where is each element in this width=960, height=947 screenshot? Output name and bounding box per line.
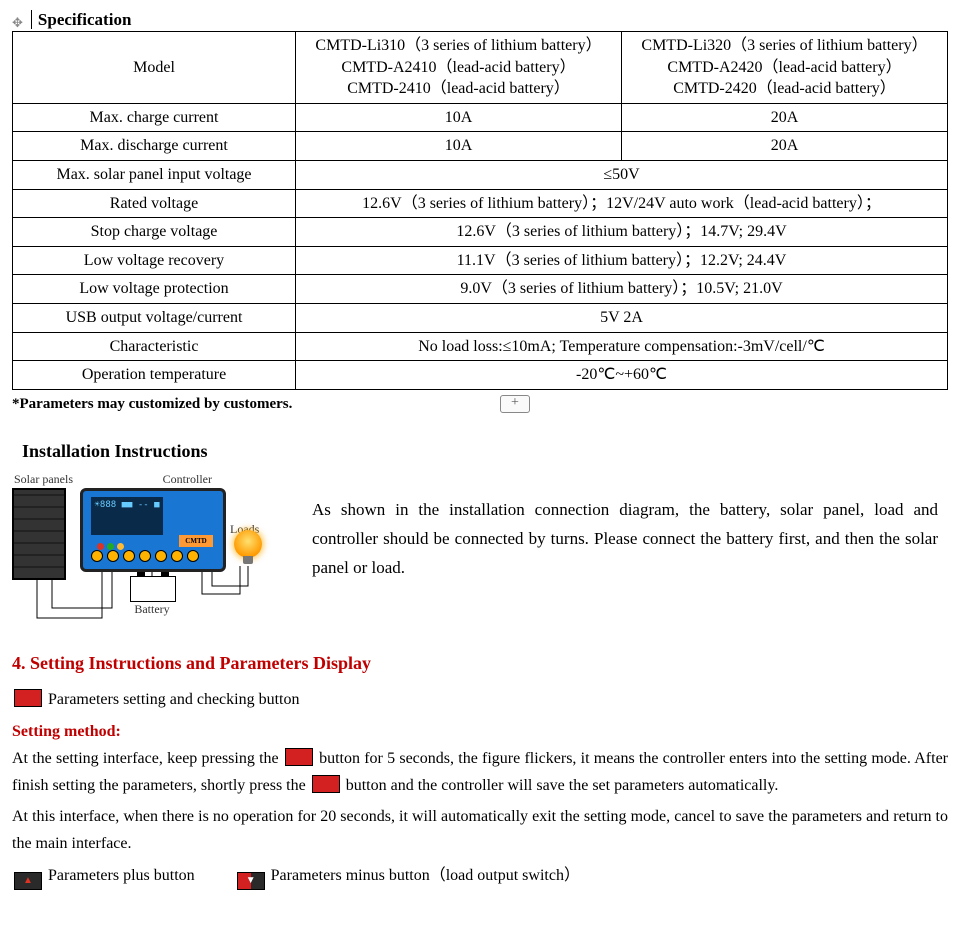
setting-para2: At this interface, when there is no oper… [12,803,948,857]
table-row: Low voltage recovery11.1V（3 series of li… [13,246,948,275]
plus-icon: + [500,395,530,413]
label-solar: Solar panels [14,472,73,487]
setting-line1-text: Parameters setting and checking button [48,691,299,708]
spec-row-value: 11.1V（3 series of lithium battery）；12.2V… [296,246,948,275]
spec-row-label: Stop charge voltage [13,218,296,247]
setting-para1: At the setting interface, keep pressing … [12,745,948,799]
table-row: USB output voltage/current5V 2A [13,303,948,332]
spec-row-label: Max. discharge current [13,132,296,161]
spec-row-value: 5V 2A [296,303,948,332]
spec-heading: Specification [31,10,132,29]
spec-row-label: Operation temperature [13,361,296,390]
setting-heading: 4. Setting Instructions and Parameters D… [12,653,948,674]
install-text: As shown in the installation connection … [312,468,948,583]
spec-row-label: Low voltage protection [13,275,296,304]
spec-row-label: Max. solar panel input voltage [13,160,296,189]
label-battery: Battery [108,602,196,617]
move-cursor-icon: ✥ [12,15,23,31]
setting-button-icon [285,748,313,766]
table-row: Max. discharge current10A20A [13,132,948,161]
controller-icon: ☀888 ■■ -- ■ CMTD [80,488,226,572]
spec-row-value: 20A [622,132,948,161]
setting-plus-minus: ▲ Parameters plus button ▼ Parameters mi… [12,862,948,890]
spec-row-value: 20A [622,103,948,132]
bulb-icon [234,530,262,558]
spec-row-label: Model [13,32,296,104]
spec-row-label: Characteristic [13,332,296,361]
table-row: Operation temperature-20℃~+60℃ [13,361,948,390]
spec-footnote: *Parameters may customized by customers. [12,396,948,413]
plus-button-icon: ▲ [14,872,42,890]
spec-row-value: ≤50V [296,160,948,189]
table-row: Max. solar panel input voltage≤50V [13,160,948,189]
solar-panel-icon [12,488,66,580]
table-row: Rated voltage12.6V（3 series of lithium b… [13,189,948,218]
minus-button-icon: ▼ [237,872,265,890]
table-row: Stop charge voltage12.6V（3 series of lit… [13,218,948,247]
install-diagram: Solar panels Controller ☀888 ■■ -- ■ CMT… [12,468,272,617]
setting-line1: Parameters setting and checking button [12,686,948,713]
setting-minus-text: Parameters minus button（load output swit… [271,867,580,884]
table-row: Low voltage protection9.0V（3 series of l… [13,275,948,304]
spec-row-value: 12.6V（3 series of lithium battery）；14.7V… [296,218,948,247]
setting-button-icon [312,775,340,793]
table-row: CharacteristicNo load loss:≤10mA; Temper… [13,332,948,361]
setting-para1a: At the setting interface, keep pressing … [12,750,283,767]
spec-row-value: No load loss:≤10mA; Temperature compensa… [296,332,948,361]
controller-brand: CMTD [179,535,213,547]
spec-table: ModelCMTD-Li310（3 series of lithium batt… [12,31,948,390]
setting-button-icon [14,689,42,707]
spec-row-label: Low voltage recovery [13,246,296,275]
setting-para1c: button and the controller will save the … [346,777,779,794]
controller-screen: ☀888 ■■ -- ■ [91,497,163,535]
spec-row-value: -20℃~+60℃ [296,361,948,390]
spec-row-label: Max. charge current [13,103,296,132]
spec-row-label: USB output voltage/current [13,303,296,332]
setting-plus-text: Parameters plus button [48,867,195,884]
install-heading: Installation Instructions [22,441,948,462]
table-row: Max. charge current10A20A [13,103,948,132]
spec-row-value: 12.6V（3 series of lithium battery）；12V/2… [296,189,948,218]
table-row: ModelCMTD-Li310（3 series of lithium batt… [13,32,948,104]
spec-row-value: 9.0V（3 series of lithium battery）；10.5V;… [296,275,948,304]
setting-method-heading: Setting method: [12,723,948,741]
spec-row-label: Rated voltage [13,189,296,218]
spec-row-value: CMTD-Li320（3 series of lithium battery） … [622,32,948,104]
spec-row-value: 10A [296,103,622,132]
spec-row-value: CMTD-Li310（3 series of lithium battery） … [296,32,622,104]
battery-icon [130,576,176,602]
spec-row-value: 10A [296,132,622,161]
label-controller: Controller [163,472,212,487]
